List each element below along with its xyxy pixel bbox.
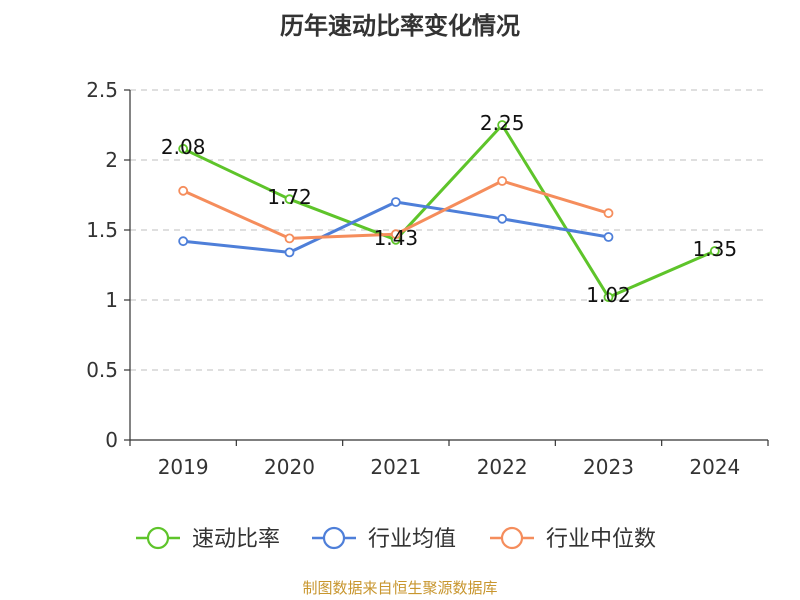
grid-lines <box>130 89 768 371</box>
x-tick-label: 2019 <box>158 455 209 479</box>
chart-title: 历年速动比率变化情况 <box>280 12 520 40</box>
legend-label: 速动比率 <box>192 527 280 552</box>
data-point[interactable] <box>497 213 508 224</box>
data-point[interactable] <box>390 229 401 240</box>
data-label: 2.25 <box>480 111 525 135</box>
data-point[interactable] <box>178 185 189 196</box>
series-line-0 <box>181 123 717 299</box>
data-point[interactable] <box>603 232 614 242</box>
y-tick-label: 0 <box>105 428 118 452</box>
legend-swatch-marker <box>146 526 170 550</box>
data-point[interactable] <box>497 120 508 130</box>
legend-swatch-marker <box>500 526 524 550</box>
data-label: 2.08 <box>161 135 206 159</box>
data-point[interactable] <box>497 176 508 186</box>
legend-item-2[interactable]: 行业中位数 <box>490 526 656 552</box>
y-tick-label: 2.5 <box>86 78 118 102</box>
data-point[interactable] <box>284 233 295 244</box>
legend-label: 行业中位数 <box>546 527 656 552</box>
legend-item-1[interactable]: 行业均值 <box>312 526 456 552</box>
axes: 0 0.5 1 1.5 2 2.5 2019 2020 2021 2022 2023 2024 <box>86 78 769 479</box>
x-tick-label: 2020 <box>264 455 315 479</box>
data-labels: 2.08 1.72 1.43 2.25 1.02 1.35 <box>161 111 737 307</box>
y-tick-label: 1.5 <box>86 218 118 242</box>
x-tick-label: 2024 <box>689 455 740 479</box>
x-tick-label: 2023 <box>583 455 634 479</box>
data-point[interactable] <box>603 208 614 219</box>
series-lines <box>178 120 720 303</box>
data-point[interactable] <box>709 246 720 256</box>
legend-label: 行业均值 <box>368 527 456 552</box>
x-tick-label: 2022 <box>477 455 528 479</box>
legend-swatch-marker <box>322 526 346 550</box>
x-tick-label: 2021 <box>370 455 421 479</box>
data-point[interactable] <box>603 292 614 303</box>
data-point[interactable] <box>284 194 295 205</box>
source-note: 制图数据来自恒生聚源数据库 <box>302 579 497 597</box>
y-tick-label: 1 <box>105 288 118 312</box>
data-label: 1.35 <box>693 237 738 261</box>
y-tick-label: 0.5 <box>86 358 118 382</box>
data-label: 1.72 <box>267 185 312 209</box>
legend[interactable]: 速动比率 行业均值 行业中位数 <box>136 526 656 552</box>
data-point[interactable] <box>178 143 189 154</box>
legend-item-0[interactable]: 速动比率 <box>136 526 280 552</box>
data-point[interactable] <box>390 197 401 207</box>
data-point[interactable] <box>284 247 295 258</box>
data-point[interactable] <box>178 236 189 247</box>
y-tick-label: 2 <box>105 148 118 172</box>
data-label: 1.43 <box>374 226 419 250</box>
data-label: 1.02 <box>586 283 631 307</box>
